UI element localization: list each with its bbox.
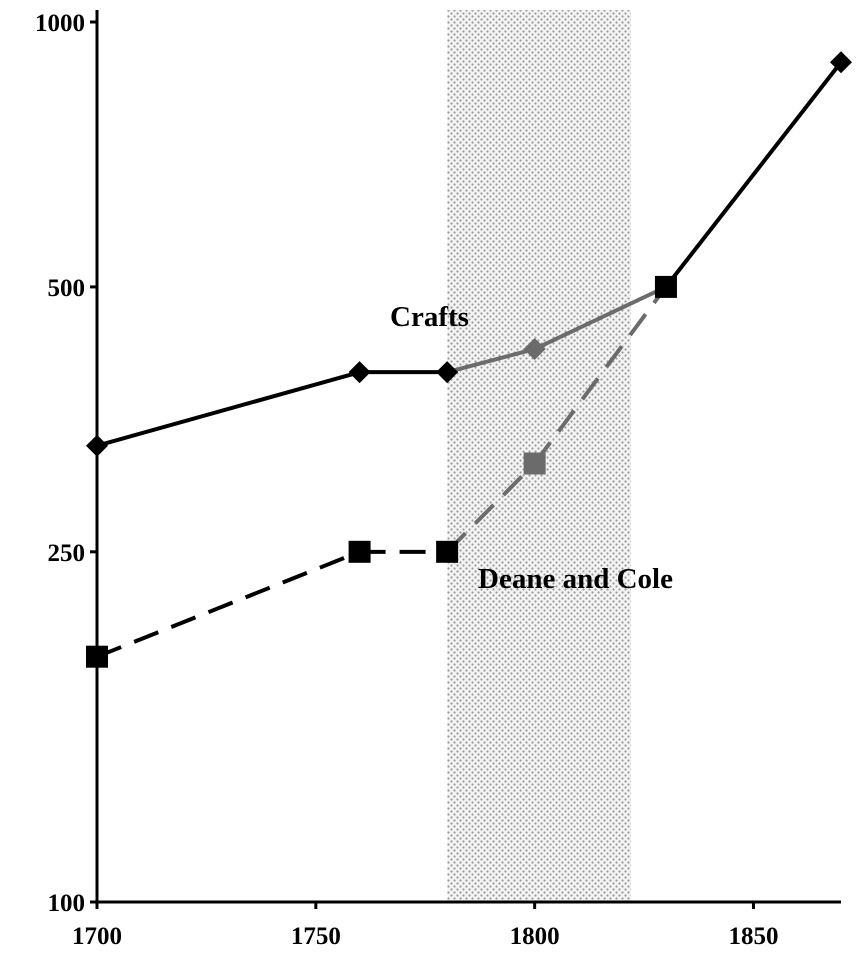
x-tick-label: 1750: [291, 923, 341, 950]
data-point-diamond: [436, 361, 459, 384]
y-tick-label: 100: [48, 890, 86, 917]
series-segment: [96, 549, 361, 659]
x-tick-label: 1850: [728, 923, 778, 950]
data-point-diamond: [348, 361, 371, 384]
lines-layer: [96, 61, 843, 659]
series-segment: [533, 285, 668, 465]
series-segment: [664, 61, 843, 289]
series-segment: [446, 347, 536, 375]
series-segment: [533, 285, 667, 351]
series-label-crafts: Crafts: [390, 301, 469, 333]
data-point-square: [654, 275, 677, 298]
y-tick-label: 1000: [35, 10, 85, 37]
axes-layer: 100 250 500 1000 1700 1750 1800 1850: [35, 10, 841, 950]
data-point-square: [348, 540, 371, 563]
x-tick-label: 1700: [72, 923, 122, 950]
series-segment: [96, 370, 361, 448]
data-point-diamond: [830, 51, 852, 74]
y-tick-label: 250: [48, 540, 86, 567]
series-segment: [445, 462, 537, 554]
data-point-diamond: [86, 434, 108, 457]
markers-layer: [86, 51, 852, 668]
series-label-deane-and-cole: Deane and Cole: [478, 563, 673, 595]
data-point-diamond: [523, 338, 546, 361]
y-tick-label: 500: [48, 275, 86, 302]
x-tick-label: 1800: [510, 923, 560, 950]
data-point-square: [86, 645, 108, 668]
data-point-square: [523, 452, 546, 475]
data-point-square: [436, 540, 459, 563]
labels-layer: Crafts Deane and Cole: [390, 301, 673, 595]
